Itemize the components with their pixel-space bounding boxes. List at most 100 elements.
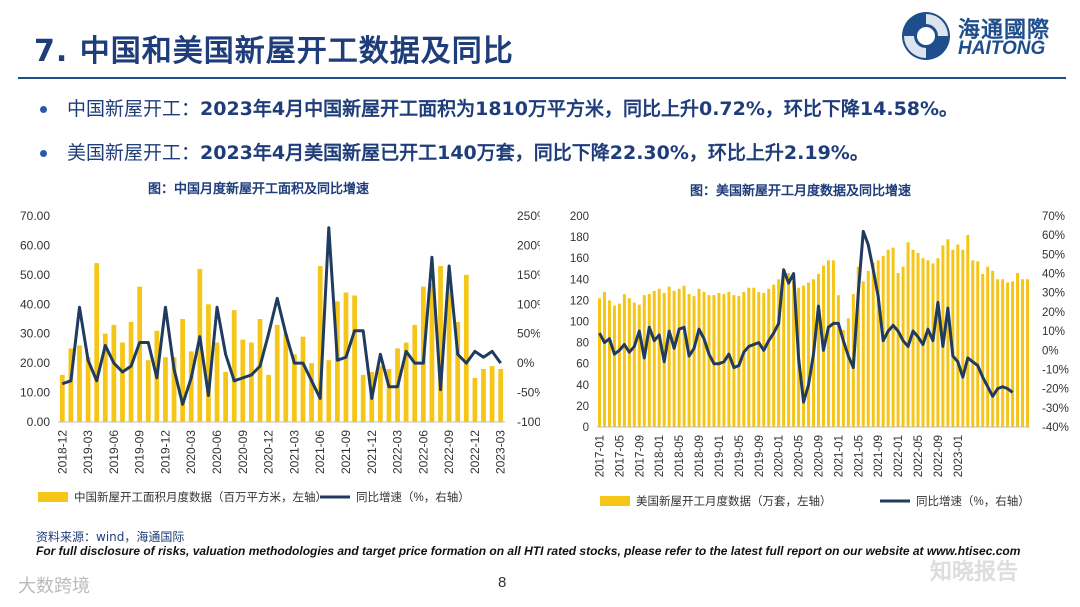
bar xyxy=(826,260,830,427)
y-right-tick-label: 150% xyxy=(517,268,540,282)
bar xyxy=(602,291,606,427)
y-right-tick-label: 40% xyxy=(1042,269,1065,281)
x-tick-label: 2021-06 xyxy=(313,430,327,474)
slide-title: 7. 中国和美国新屋开工数据及同比 xyxy=(34,34,514,69)
x-tick-label: 2019-06 xyxy=(107,430,121,474)
bar xyxy=(612,305,616,427)
x-tick-label: 2023-03 xyxy=(494,430,508,474)
bar xyxy=(463,274,469,422)
bar xyxy=(911,249,915,427)
y-left-tick-label: 40 xyxy=(576,380,589,392)
bar xyxy=(861,281,865,427)
yoy-growth-line xyxy=(598,229,1014,404)
bar xyxy=(896,272,900,427)
bar xyxy=(180,319,186,422)
bar xyxy=(956,244,960,427)
y-left-tick-label: 20.00 xyxy=(20,356,50,370)
bar xyxy=(966,234,970,427)
y-left-tick-label: 0.00 xyxy=(27,415,51,429)
bar xyxy=(697,288,701,427)
bar xyxy=(647,294,651,427)
bar xyxy=(171,357,177,422)
bullet-us-label: 美国新屋开工： xyxy=(67,142,201,164)
bar xyxy=(120,342,125,422)
bar xyxy=(831,260,835,427)
bar xyxy=(642,295,646,428)
y-right-tick-label: -20% xyxy=(1042,384,1069,396)
bar xyxy=(102,333,108,422)
x-tick-label: 2019-05 xyxy=(734,435,746,477)
header-divider xyxy=(18,77,1066,79)
bar xyxy=(309,363,314,422)
y-left-tick-label: 100 xyxy=(570,317,589,329)
bar xyxy=(752,287,756,427)
y-right-tick-label: 30% xyxy=(1042,288,1065,300)
bar xyxy=(68,348,74,422)
bar xyxy=(1021,279,1025,427)
bar xyxy=(163,357,168,422)
x-tick-label: 2017-09 xyxy=(634,435,646,477)
x-tick-label: 2022-09 xyxy=(933,435,945,477)
x-tick-label: 2021-09 xyxy=(873,435,885,477)
x-tick-label: 2019-03 xyxy=(81,430,95,474)
bar xyxy=(757,291,761,427)
bar xyxy=(206,304,211,422)
bar xyxy=(94,263,100,422)
bar xyxy=(802,285,806,427)
bar xyxy=(777,279,781,427)
bar xyxy=(377,366,383,422)
bullet-china-text: 2023年4月中国新屋开工面积为1810万平方米，同比上升0.72%，环比下降1… xyxy=(200,98,959,120)
bar xyxy=(622,294,626,427)
x-tick-label: 2022-06 xyxy=(416,430,430,474)
y-left-tick-label: 70.00 xyxy=(20,209,50,223)
bar xyxy=(489,366,495,422)
bar xyxy=(657,288,661,427)
x-tick-label: 2018-09 xyxy=(694,435,706,477)
bar xyxy=(702,291,706,427)
y-right-tick-label: 0% xyxy=(1042,345,1059,357)
legend-bar-swatch-icon xyxy=(38,492,68,502)
y-right-tick-label: 60% xyxy=(1042,230,1065,242)
chart-left-title: 图：中国月度新屋开工面积及同比增速 xyxy=(148,182,370,197)
bar xyxy=(906,242,910,428)
y-right-tick-label: 200% xyxy=(517,238,540,252)
x-tick-label: 2018-01 xyxy=(654,435,666,477)
x-tick-label: 2019-09 xyxy=(754,435,766,477)
bar xyxy=(1011,281,1015,427)
bar xyxy=(717,293,721,427)
bar xyxy=(326,360,332,422)
x-tick-label: 2019-12 xyxy=(158,430,172,474)
y-left-tick-label: 20 xyxy=(576,401,589,413)
bar xyxy=(876,260,880,427)
bar xyxy=(727,291,731,427)
y-left-tick-label: 10.00 xyxy=(20,386,50,400)
y-left-tick-label: 0 xyxy=(583,422,589,434)
haitong-logo: 海通國際 HAITONG xyxy=(900,8,1070,66)
bar xyxy=(607,300,611,427)
legend-line-label: 同比增速（%，右轴） xyxy=(356,490,470,504)
bar xyxy=(412,324,418,422)
x-tick-label: 2020-01 xyxy=(774,435,786,477)
bar xyxy=(617,303,621,427)
x-tick-label: 2020-03 xyxy=(184,430,198,474)
bar xyxy=(807,282,811,427)
y-right-tick-label: -50% xyxy=(517,386,540,400)
bar xyxy=(961,249,965,427)
bar xyxy=(317,266,323,422)
bar xyxy=(598,298,601,427)
bar xyxy=(257,319,263,422)
x-tick-label: 2022-12 xyxy=(468,430,482,474)
chart-right-title: 图：美国新屋开工月度数据及同比增速 xyxy=(690,184,912,199)
bar xyxy=(682,285,686,427)
bar xyxy=(1006,282,1010,427)
bar xyxy=(816,274,820,427)
y-left-tick-label: 140 xyxy=(570,274,589,286)
x-tick-label: 2022-01 xyxy=(893,435,905,477)
y-right-tick-label: -10% xyxy=(1042,364,1069,376)
bar xyxy=(632,302,636,427)
bar xyxy=(59,374,65,422)
bar xyxy=(886,249,890,427)
source-note: 资料来源：wind，海通国际 xyxy=(36,530,185,544)
bullet-us-text: 2023年4月美国新屋已开工140万套，同比下降22.30%，环比上升2.19%… xyxy=(200,142,869,164)
x-tick-label: 2021-12 xyxy=(365,430,379,474)
